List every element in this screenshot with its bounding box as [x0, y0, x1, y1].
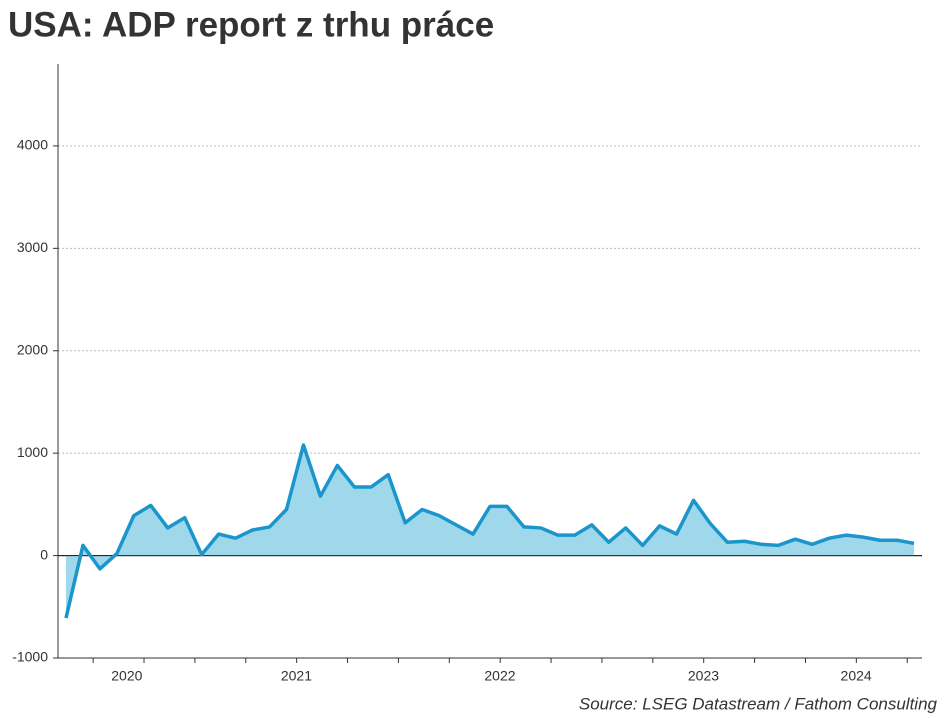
chart-title: USA: ADP report z trhu práce [8, 5, 494, 44]
y-tick-label: 3000 [17, 239, 48, 255]
line [64, 443, 915, 619]
x-tick-label: 2022 [484, 668, 515, 684]
x-tick-label: 2024 [841, 668, 872, 684]
y-tick-label: -1000 [12, 649, 48, 665]
y-tick-label: 1000 [17, 444, 48, 460]
y-tick-label: 4000 [17, 137, 48, 153]
source: Source: LSEG Datastream / Fathom Consult… [579, 694, 938, 713]
area [66, 444, 914, 619]
x-tick-label: 2020 [111, 668, 142, 684]
x-tick-label: 2021 [281, 668, 312, 684]
y-tick-label: 2000 [17, 341, 48, 357]
x-tick-label: 2023 [688, 668, 719, 684]
y-tick-label: 0 [40, 546, 48, 562]
